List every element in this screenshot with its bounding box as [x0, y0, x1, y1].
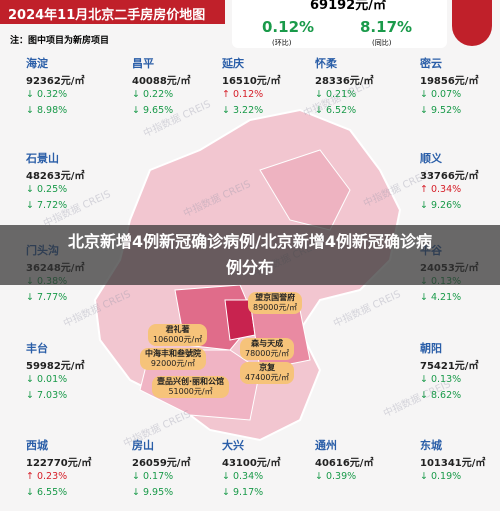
project-price: 92000元/㎡ — [150, 359, 196, 368]
district-price: 75421元/㎡ — [420, 361, 479, 372]
project-label: 望京国誉府 89000元/㎡ — [248, 292, 303, 314]
project-label: 君礼著 106000元/㎡ — [148, 324, 208, 346]
district-change: ↓ 0.34% — [222, 471, 264, 482]
district-change: ↓ 9.52% — [420, 105, 462, 116]
summary-card — [232, 0, 447, 48]
district-change: ↓ 0.07% — [420, 89, 462, 100]
district-change: ↓ 0.17% — [132, 471, 174, 482]
district-change: ↓ 0.13% — [420, 374, 462, 385]
district-price: 19856元/㎡ — [420, 76, 479, 87]
avg-price: 69192元/㎡ — [310, 0, 386, 13]
project-label: 中海丰和叁號院 92000元/㎡ — [140, 348, 206, 370]
district-name: 西城 — [26, 439, 48, 452]
district-change: ↓ 7.03% — [26, 390, 68, 401]
district-change: ↓ 9.65% — [132, 105, 174, 116]
project-price: 78000元/㎡ — [245, 349, 290, 358]
district-name: 顺义 — [420, 152, 442, 165]
district-change: ↓ 7.77% — [26, 292, 68, 303]
district-price: 28336元/㎡ — [315, 76, 374, 87]
district-name: 大兴 — [222, 439, 244, 452]
district-change: ↓ 0.19% — [420, 471, 462, 482]
district-change: ↑ 0.23% — [26, 471, 68, 482]
district-change: ↓ 0.22% — [132, 89, 174, 100]
district-name: 房山 — [132, 439, 154, 452]
district-price: 92362元/㎡ — [26, 76, 85, 87]
district-price: 26059元/㎡ — [132, 458, 191, 469]
district-change: ↓ 6.52% — [315, 105, 357, 116]
district-change: ↓ 7.72% — [26, 200, 68, 211]
district-price: 40616元/㎡ — [315, 458, 374, 469]
district-price: 33766元/㎡ — [420, 171, 479, 182]
project-name: 京复 — [259, 363, 276, 372]
project-price: 51000元/㎡ — [168, 387, 213, 396]
district-change: ↓ 3.22% — [222, 105, 264, 116]
title: 2024年11月北京二手房房价地图 — [8, 8, 206, 23]
district-name: 怀柔 — [315, 57, 337, 70]
mom-change: 0.12% — [262, 18, 315, 36]
district-name: 丰台 — [26, 342, 48, 355]
district-change: ↓ 8.98% — [26, 105, 68, 116]
district-price: 16510元/㎡ — [222, 76, 281, 87]
project-label: 森与天成 78000元/㎡ — [240, 338, 295, 360]
project-price: 106000元/㎡ — [153, 335, 203, 344]
project-label: 壹品兴创·丽和公馆 51000元/㎡ — [152, 376, 230, 398]
district-change: ↓ 0.32% — [26, 89, 68, 100]
district-price: 122770元/㎡ — [26, 458, 92, 469]
district-name: 昌平 — [132, 57, 154, 70]
district-change: ↓ 9.17% — [222, 487, 264, 498]
district-change: ↓ 0.01% — [26, 374, 68, 385]
district-change: ↓ 0.21% — [315, 89, 357, 100]
district-change: ↑ 0.34% — [420, 184, 462, 195]
project-name: 君礼著 — [165, 325, 190, 334]
project-name: 望京国誉府 — [255, 293, 296, 302]
yoy-label: (同比) — [372, 39, 392, 47]
project-name: 壹品兴创·丽和公馆 — [157, 377, 225, 386]
district-price: 48263元/㎡ — [26, 171, 85, 182]
news-banner: 北京新增4例新冠确诊病例/北京新增4例新冠确诊病例分布 — [0, 225, 500, 285]
district-name: 海淀 — [26, 57, 48, 70]
district-change: ↓ 8.62% — [420, 390, 462, 401]
project-label: 京复 47400元/㎡ — [240, 362, 295, 384]
district-name: 通州 — [315, 439, 337, 452]
district-name: 延庆 — [222, 57, 244, 70]
district-change: ↓ 0.25% — [26, 184, 68, 195]
map-region — [259, 149, 351, 231]
district-name: 密云 — [420, 57, 442, 70]
district-change: ↓ 9.26% — [420, 200, 462, 211]
project-name: 森与天成 — [251, 339, 284, 348]
logo — [452, 0, 492, 46]
title-bar — [0, 0, 225, 24]
note: 注：图中项目为新房项目 — [10, 36, 110, 46]
project-price: 47400元/㎡ — [245, 373, 290, 382]
district-price: 40088元/㎡ — [132, 76, 191, 87]
district-change: ↓ 9.95% — [132, 487, 174, 498]
district-name: 石景山 — [26, 152, 59, 165]
district-change: ↓ 0.39% — [315, 471, 357, 482]
yoy-change: 8.17% — [360, 18, 413, 36]
district-name: 朝阳 — [420, 342, 442, 355]
project-price: 89000元/㎡ — [253, 303, 298, 312]
project-name: 中海丰和叁號院 — [145, 349, 201, 358]
district-price: 101341元/㎡ — [420, 458, 486, 469]
district-change: ↓ 4.21% — [420, 292, 462, 303]
district-change: ↑ 0.12% — [222, 89, 264, 100]
district-price: 59982元/㎡ — [26, 361, 85, 372]
mom-label: (环比) — [272, 39, 292, 47]
district-change: ↓ 6.55% — [26, 487, 68, 498]
district-name: 东城 — [420, 439, 442, 452]
district-price: 43100元/㎡ — [222, 458, 281, 469]
